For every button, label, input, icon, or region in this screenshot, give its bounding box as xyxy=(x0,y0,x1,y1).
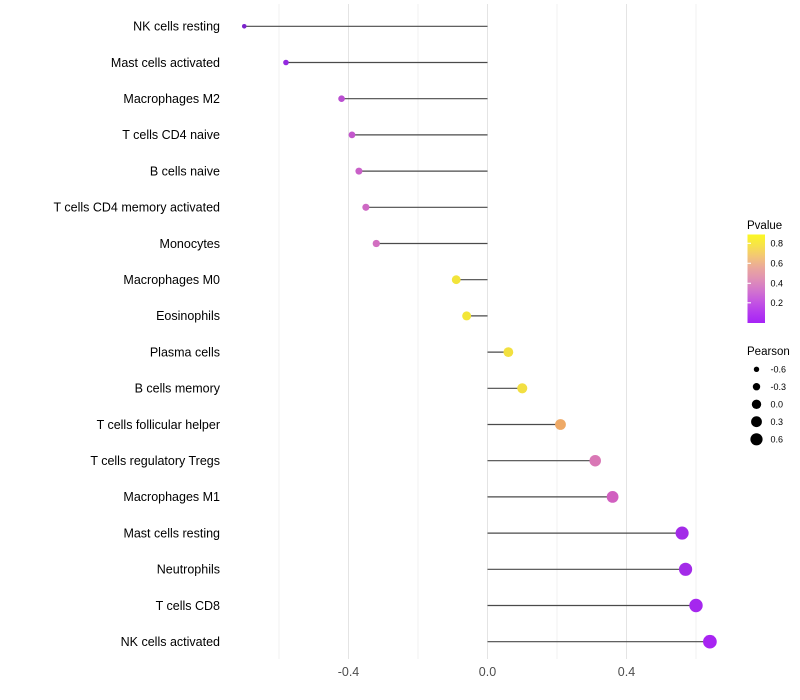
lollipop-dot xyxy=(372,239,380,248)
gridlines xyxy=(278,4,697,659)
y-axis-label: Mast cells activated xyxy=(111,56,220,70)
lollipop-dot xyxy=(338,95,345,102)
lollipop-dot xyxy=(362,203,370,211)
pearson-legend-item-label: 0.6 xyxy=(771,435,784,445)
y-axis-label: Macrophages M2 xyxy=(123,92,220,106)
y-axis-label: T cells CD8 xyxy=(156,599,220,613)
pearson-legend-dot xyxy=(750,433,763,446)
y-axis-label: T cells CD4 memory activated xyxy=(54,201,221,215)
lollipop-dot xyxy=(241,24,247,29)
lollipop-dot xyxy=(348,131,356,139)
y-axis-label: B cells naive xyxy=(150,164,220,178)
y-axis-label: B cells memory xyxy=(135,382,221,396)
y-axis-label: T cells regulatory Tregs xyxy=(90,454,220,468)
y-axis-labels: NK cells resting Mast cells activated Macr… xyxy=(54,20,221,649)
x-axis-labels: -0.4 0.0 0.4 xyxy=(338,665,636,679)
lollipop-dot xyxy=(517,383,528,394)
lollipop-dot xyxy=(555,419,566,430)
y-axis-label: Eosinophils xyxy=(156,309,220,323)
lollipop-dot xyxy=(355,167,363,175)
lollipop-dot xyxy=(503,347,514,357)
x-axis-tick-label: -0.4 xyxy=(338,665,360,679)
pvalue-colorbar xyxy=(747,234,765,323)
y-axis-label: Macrophages M1 xyxy=(123,490,220,504)
pvalue-legend-tick-label: 0.2 xyxy=(771,298,784,308)
lollipop-dot xyxy=(703,634,717,649)
y-axis-label: T cells CD4 naive xyxy=(122,128,220,142)
lollipop-stems xyxy=(244,25,710,643)
lollipop-dot xyxy=(689,598,703,613)
y-axis-label: NK cells resting xyxy=(133,20,220,34)
pearson-legend-dot xyxy=(751,416,762,428)
x-axis-tick-label: 0.4 xyxy=(618,665,635,679)
pearson-legend-item-label: -0.3 xyxy=(771,382,787,392)
pvalue-legend-title: Pvalue xyxy=(747,220,782,232)
y-axis-label: T cells follicular helper xyxy=(97,418,220,432)
pvalue-legend-tick-label: 0.4 xyxy=(771,279,784,289)
pvalue-legend-tick-label: 0.6 xyxy=(771,259,784,269)
pearson-legend-item-label: 0.0 xyxy=(771,400,784,410)
y-axis-label: Macrophages M0 xyxy=(123,273,220,287)
y-axis-label: NK cells activated xyxy=(121,635,220,649)
y-axis-label: Mast cells resting xyxy=(123,526,220,540)
y-axis-label: Plasma cells xyxy=(150,345,220,359)
lollipop-dot xyxy=(462,311,472,321)
pearson-legend-title: Pearson xyxy=(747,346,790,358)
lollipop-dot xyxy=(451,275,461,285)
pearson-legend-dot xyxy=(751,399,762,409)
lollipop-dot xyxy=(589,454,601,467)
pearson-legend-dot xyxy=(752,383,761,391)
lollipop-dot xyxy=(283,59,289,66)
lollipop-dot xyxy=(678,562,693,576)
pearson-legend-item-label: -0.6 xyxy=(771,365,787,375)
y-axis-label: Neutrophils xyxy=(157,563,220,577)
pearson-legend-item-label: 0.3 xyxy=(771,417,784,427)
pvalue-legend-tick-label: 0.8 xyxy=(771,239,784,249)
y-axis-label: Monocytes xyxy=(160,237,220,251)
x-axis-tick-label: 0.0 xyxy=(479,665,496,679)
legends: Pvalue 0.8 0.6 0.4 0.2 Pearson -0.6 -0.3 0.0 0.3 0… xyxy=(747,220,790,446)
lollipop-dot xyxy=(675,526,689,540)
pearson-legend-dot xyxy=(753,366,760,372)
lollipop-dot xyxy=(606,491,619,503)
lollipop-dots xyxy=(241,24,717,649)
